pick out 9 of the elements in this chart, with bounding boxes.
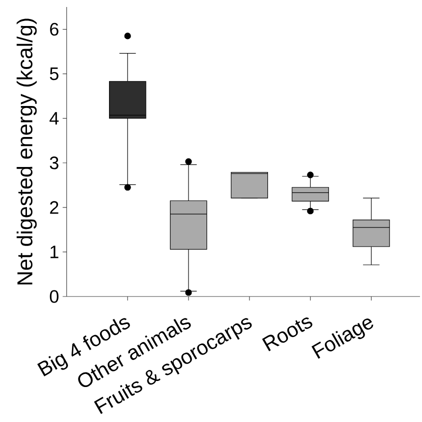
y-tick-label: 2 [50, 201, 58, 214]
y-tick-label: 1 [50, 246, 58, 258]
y-tick-label: 3 [50, 156, 58, 170]
y-tick-label: 6 [50, 22, 58, 36]
y-tick-label: 0 [50, 290, 58, 303]
y-tick-label: 5 [50, 68, 58, 80]
x-tick-label: Roots [262, 317, 312, 352]
y-tick-label: 4 [50, 112, 59, 125]
y-axis-title: Net digested energy (kcal/g) [16, 18, 37, 284]
